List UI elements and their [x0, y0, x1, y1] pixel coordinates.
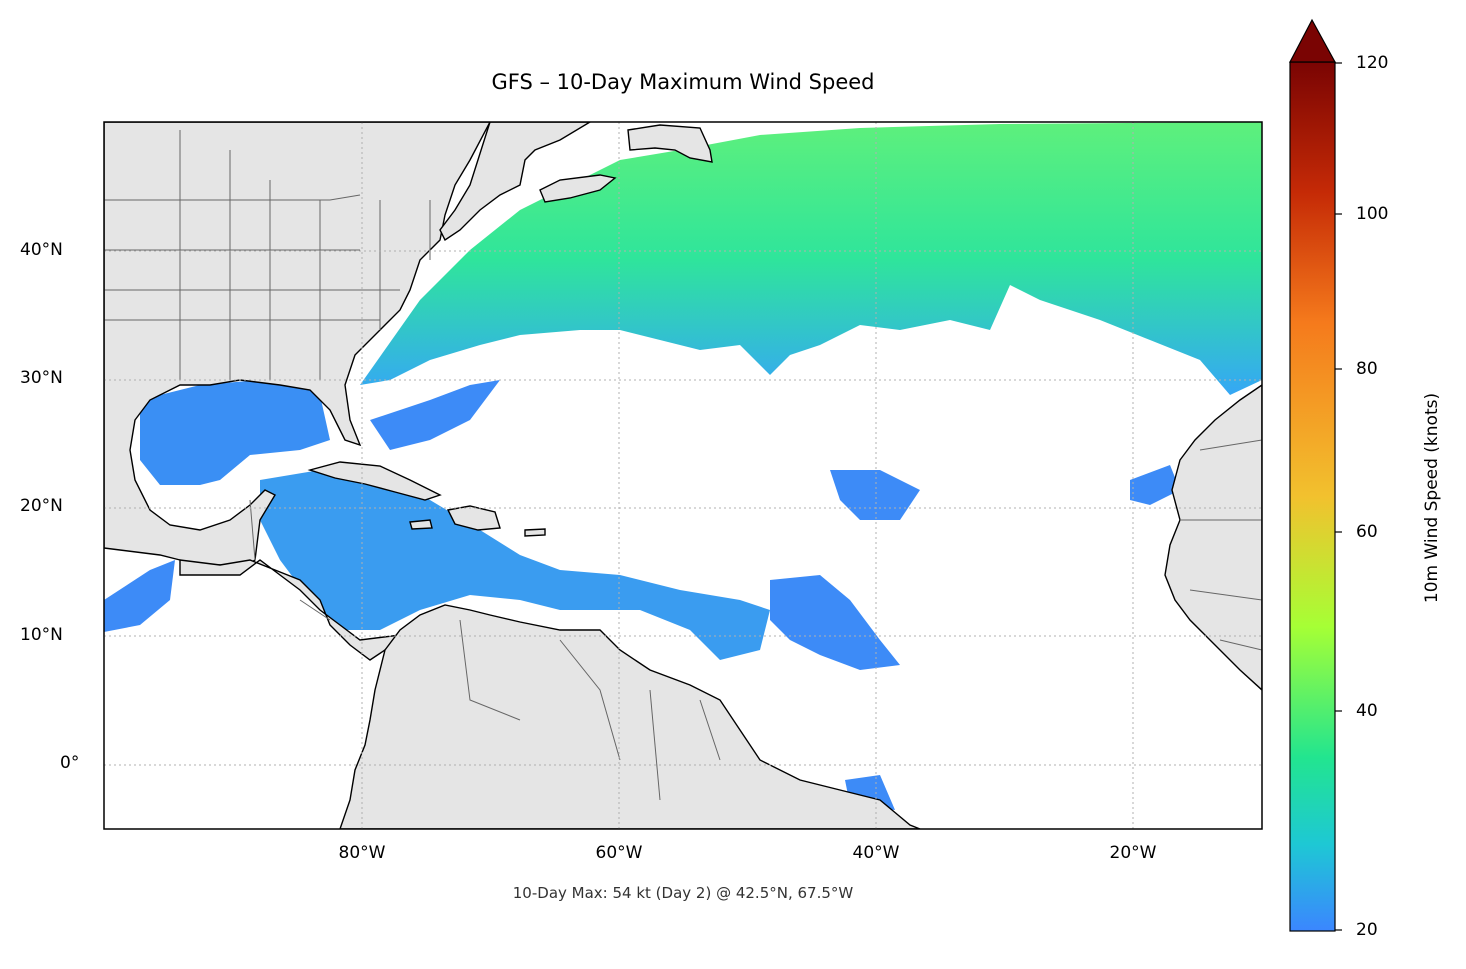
wind-field-east-atlantic: [830, 470, 920, 520]
wind-field-west-africa: [1130, 465, 1180, 505]
land-africa: [1164, 384, 1262, 691]
map-area: [104, 122, 1262, 829]
colorbar: [1289, 18, 1342, 932]
colorbar-label: 10m Wind Speed (knots): [1422, 392, 1442, 604]
wind-field-gulf: [140, 375, 330, 485]
land-puerto-rico: [524, 528, 546, 537]
lon-tick-80w: 80°W: [338, 843, 386, 863]
colorbar-extend-arrow: [1289, 18, 1337, 63]
wind-field-subtropics: [370, 380, 500, 450]
land-nova-scotia: [539, 174, 617, 203]
land-newfoundland: [627, 124, 713, 163]
wind-field-central-atlantic: [770, 575, 900, 670]
wind-field-caribbean: [260, 470, 770, 660]
wind-field-pacific: [104, 560, 175, 632]
lat-tick-20n: 20°N: [20, 496, 63, 516]
land-cuba: [307, 461, 442, 501]
land-hispaniola: [446, 505, 501, 531]
lat-tick-30n: 30°N: [20, 368, 63, 388]
lon-tick-40w: 40°W: [852, 843, 900, 863]
lon-tick-20w: 20°W: [1109, 843, 1157, 863]
gridlines: [104, 122, 1262, 829]
lon-tick-60w: 60°W: [595, 843, 643, 863]
land-south-america: [339, 604, 921, 829]
colorbar-tick-80: 80: [1356, 359, 1378, 379]
chart-title: GFS – 10-Day Maximum Wind Speed: [491, 70, 875, 94]
colorbar-tick-120: 120: [1356, 53, 1389, 73]
colorbar-tick-40: 40: [1356, 701, 1378, 721]
lat-tick-0: 0°: [60, 753, 80, 773]
lat-tick-10n: 10°N: [20, 625, 63, 645]
lat-tick-40n: 40°N: [20, 240, 63, 260]
max-wind-footnote: 10-Day Max: 54 kt (Day 2) @ 42.5°N, 67.5…: [512, 884, 854, 902]
colorbar-tick-100: 100: [1356, 204, 1389, 224]
map-frame: [103, 121, 1263, 830]
colorbar-tick-20: 20: [1356, 920, 1378, 940]
land-jamaica: [409, 519, 433, 530]
colorbar-tick-60: 60: [1356, 522, 1378, 542]
land-maritimes: [439, 122, 592, 242]
